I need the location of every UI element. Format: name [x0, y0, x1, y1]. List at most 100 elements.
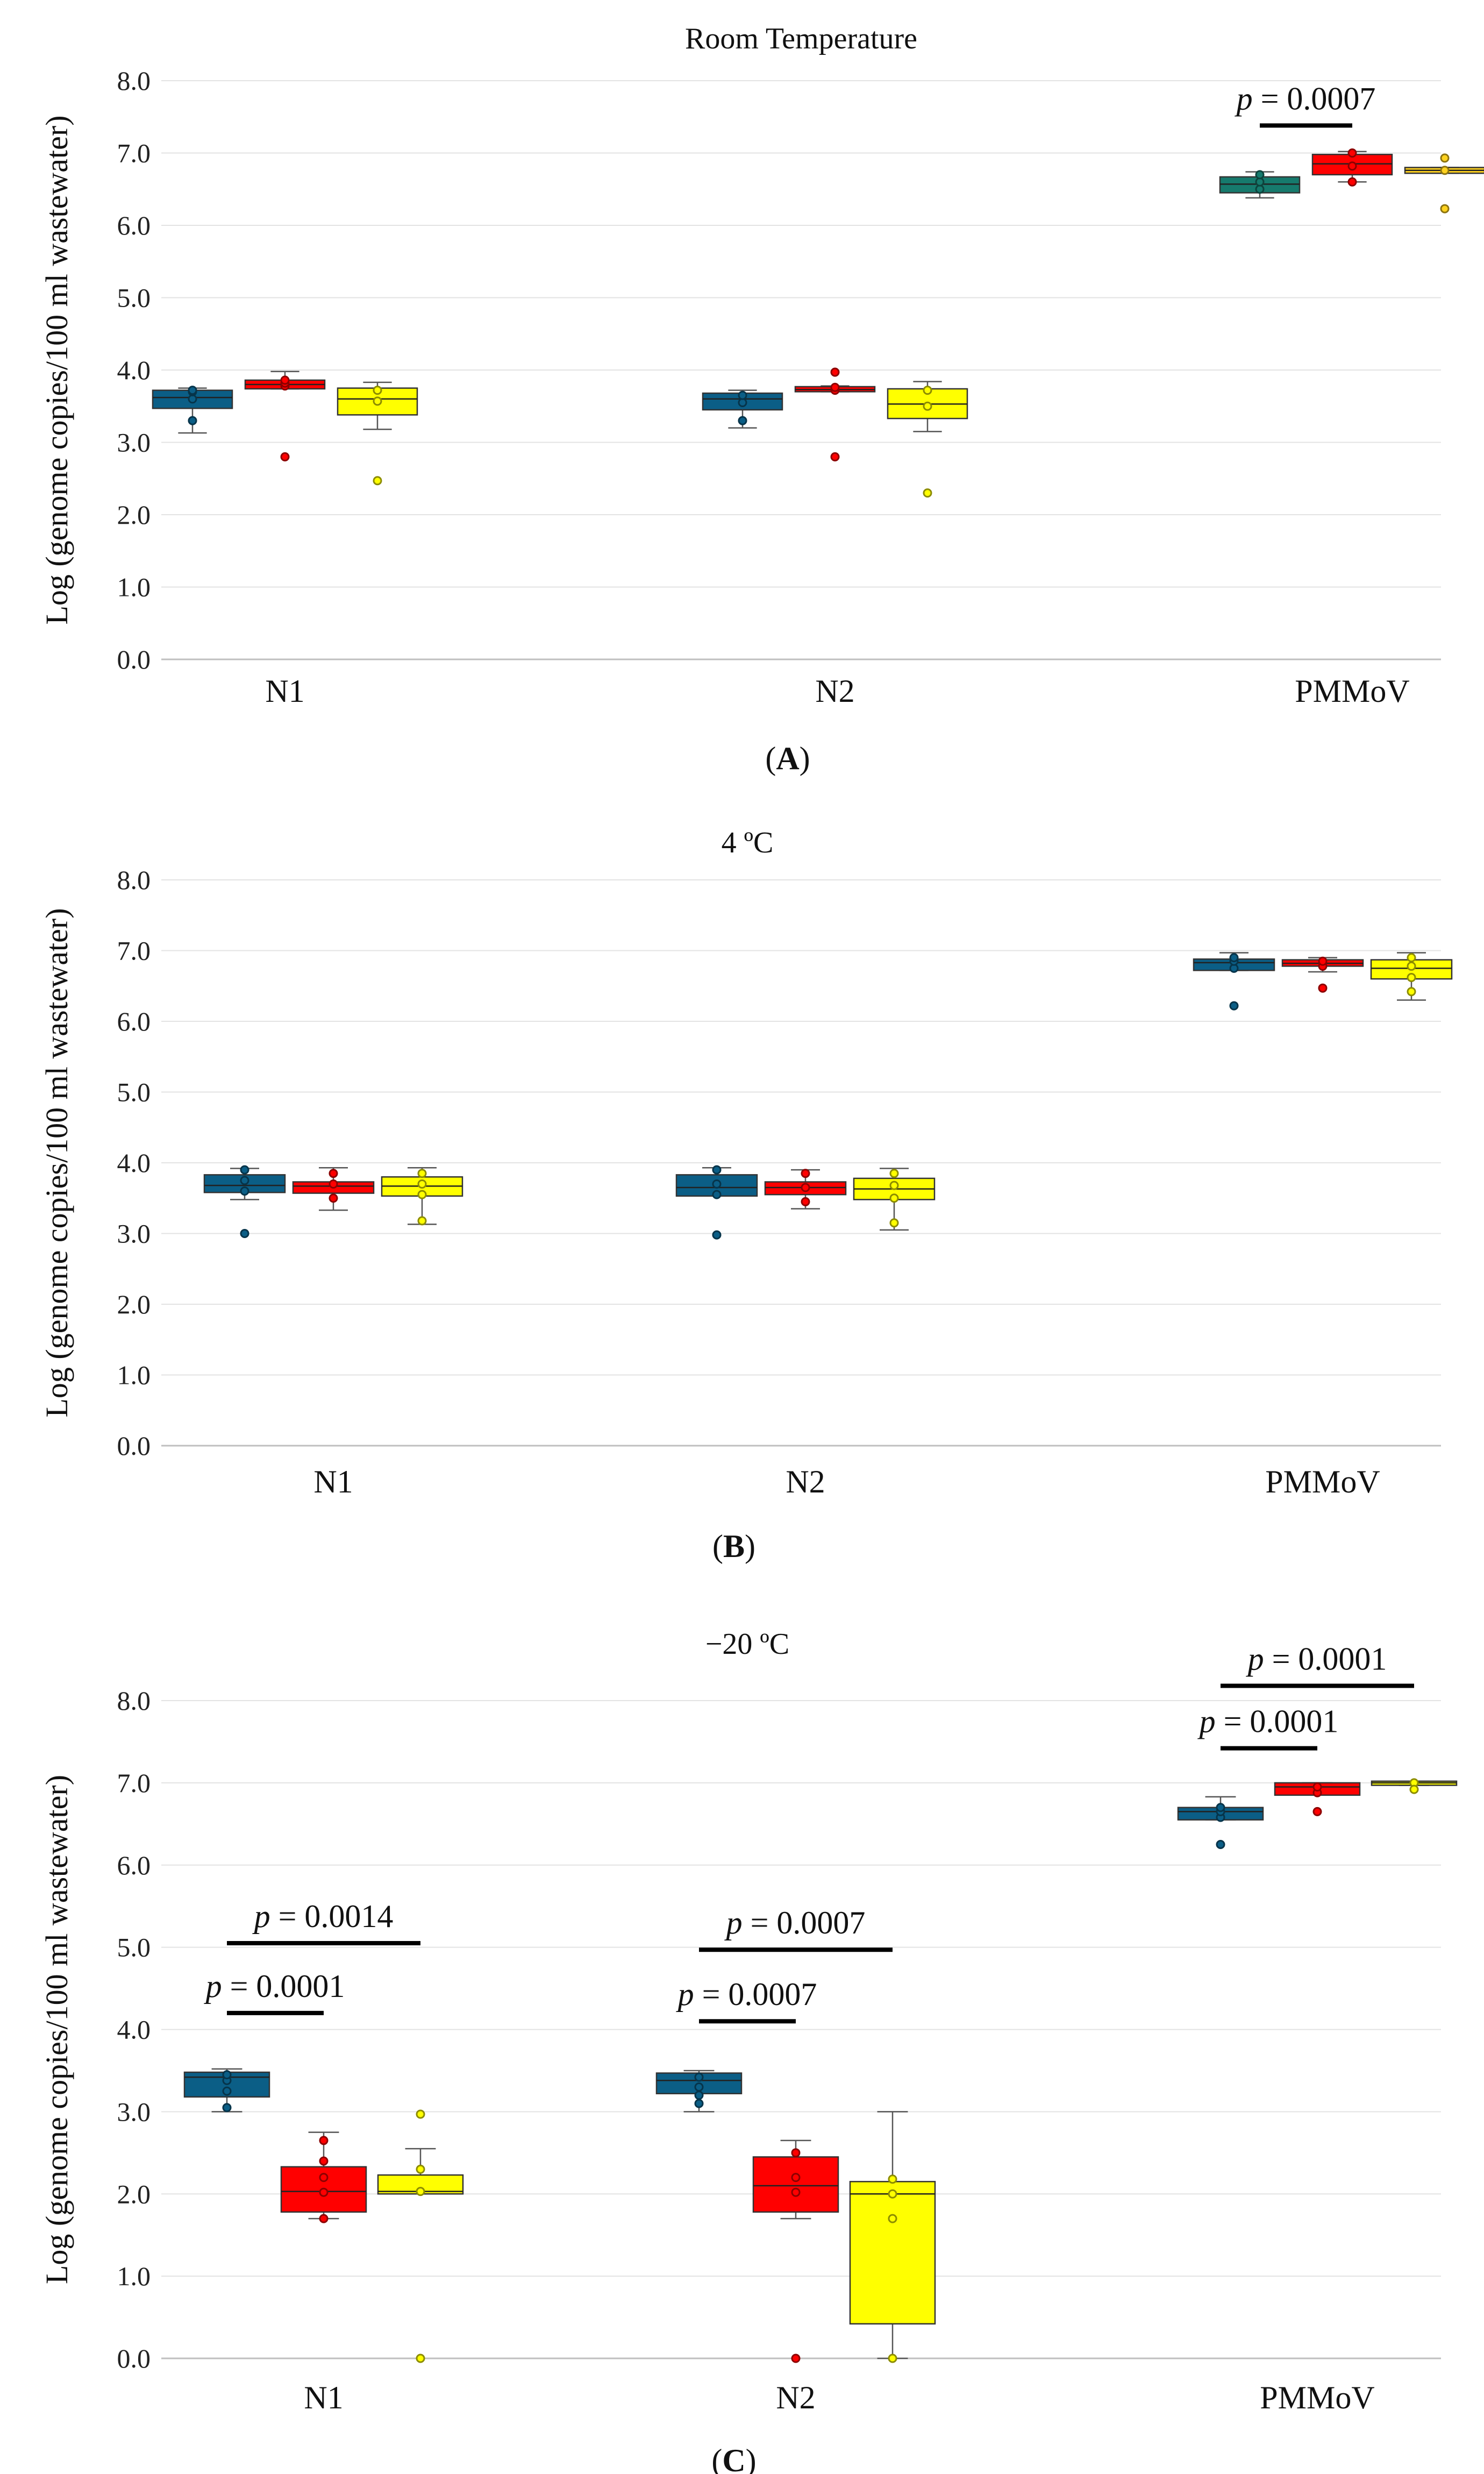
x-category-label: PMMoV — [1260, 2380, 1374, 2415]
y-tick-label: 5.0 — [117, 1932, 151, 1963]
panel-label: (C) — [711, 2443, 756, 2474]
data-point — [801, 1183, 810, 1192]
p-symbol: p — [252, 1899, 270, 1934]
data-point — [694, 2091, 704, 2100]
y-tick-label: 3.0 — [117, 1219, 151, 1249]
data-point — [416, 2187, 425, 2196]
data-point — [888, 2214, 897, 2223]
data-point — [319, 2214, 329, 2223]
outlier-point — [712, 1230, 722, 1240]
box-PMMoV-0 — [1177, 1796, 1264, 1850]
box-PMMoV-0 — [1193, 952, 1275, 1011]
data-point — [373, 396, 382, 406]
y-axis-label: Log (genome copies/100 ml wastewater) — [39, 115, 74, 624]
p-value-text: = 0.0014 — [270, 1899, 394, 1934]
box-N1-1 — [244, 371, 326, 461]
panel-label-close: ) — [745, 1529, 755, 1564]
data-point — [222, 2103, 232, 2113]
data-point — [738, 390, 747, 400]
p-value-text: = 0.0001 — [222, 1968, 345, 2004]
panel-label-close: ) — [800, 741, 810, 776]
y-tick-label: 0.0 — [117, 644, 151, 674]
y-tick-label: 4.0 — [117, 355, 151, 385]
y-tick-label: 6.0 — [117, 210, 151, 240]
data-point — [694, 2072, 704, 2082]
y-tick-label: 5.0 — [117, 1077, 151, 1107]
p-value-text: = 0.0001 — [1264, 1641, 1387, 1676]
p-value-label: p = 0.0001 — [1246, 1641, 1387, 1676]
p-value-label: p = 0.0001 — [1197, 1704, 1339, 1739]
data-point — [1407, 961, 1416, 971]
outlier-point — [791, 2354, 801, 2363]
y-tick-label: 7.0 — [117, 1768, 151, 1798]
data-point — [888, 2174, 897, 2184]
outlier-point — [1216, 1840, 1225, 1850]
y-tick-label: 4.0 — [117, 2015, 151, 2045]
data-point — [889, 1181, 899, 1190]
data-point — [1347, 148, 1357, 158]
data-point — [319, 2187, 329, 2197]
p-value-label: p = 0.0014 — [252, 1899, 394, 1934]
data-point — [188, 386, 197, 395]
p-symbol: p — [724, 1905, 743, 1940]
data-point — [222, 2086, 232, 2096]
data-point — [222, 2070, 232, 2080]
data-point — [1255, 170, 1265, 180]
box-PMMoV-0 — [1219, 170, 1301, 199]
outlier-point — [888, 2354, 897, 2363]
data-point — [1440, 153, 1450, 163]
p-symbol: p — [204, 1968, 222, 2004]
data-point — [889, 1169, 899, 1178]
outlier-point — [1229, 1001, 1239, 1011]
data-point — [1318, 956, 1328, 966]
outlier-point — [416, 2354, 425, 2363]
panel-label-open: ( — [711, 2443, 722, 2474]
data-point — [319, 2136, 329, 2145]
box-PMMoV-2 — [1404, 153, 1484, 214]
data-point — [319, 2173, 329, 2182]
box-N1-0 — [203, 1165, 286, 1238]
box-N2-1 — [752, 2139, 839, 2363]
y-tick-label: 1.0 — [117, 1360, 151, 1390]
data-point — [712, 1165, 722, 1175]
outlier-point — [373, 476, 382, 486]
data-point — [791, 2173, 801, 2182]
chart-title: 4 ºC — [722, 826, 774, 859]
y-axis-label: Log (genome copies/100 ml wastewater) — [39, 1775, 74, 2284]
y-tick-label: 1.0 — [117, 572, 151, 602]
outlier-point — [1440, 204, 1450, 214]
data-point — [1407, 987, 1416, 997]
panel-label-letter: A — [776, 741, 799, 776]
box-PMMoV-1 — [1274, 1782, 1361, 1816]
box-N2-0 — [675, 1165, 758, 1240]
box-N2-1 — [764, 1169, 847, 1210]
outlier-point — [280, 452, 290, 461]
outlier-point — [830, 452, 840, 461]
p-value-text: = 0.0007 — [694, 1977, 817, 2012]
data-point — [738, 398, 747, 408]
y-tick-label: 7.0 — [117, 936, 151, 966]
box-iqr — [752, 2156, 839, 2213]
data-point — [791, 2148, 801, 2158]
p-symbol: p — [676, 1977, 694, 2012]
box-N2-2 — [853, 1168, 936, 1231]
box-N1-2 — [381, 1167, 463, 1226]
data-point — [240, 1186, 249, 1196]
y-tick-label: 3.0 — [117, 428, 151, 458]
p-symbol: p — [1235, 81, 1253, 116]
data-point — [1312, 1782, 1322, 1792]
panel-label-open: ( — [712, 1529, 723, 1564]
panel-label-letter: B — [723, 1529, 745, 1564]
x-category-label: PMMoV — [1295, 673, 1409, 709]
data-point — [417, 1216, 427, 1226]
data-point — [373, 386, 382, 395]
y-tick-label: 0.0 — [117, 1431, 151, 1461]
panel-label-close: ) — [746, 2443, 757, 2474]
data-point — [1229, 953, 1239, 963]
y-tick-label: 3.0 — [117, 2096, 151, 2127]
data-point — [801, 1197, 810, 1206]
y-axis-label: Log (genome copies/100 ml wastewater) — [39, 908, 74, 1417]
y-tick-label: 0.0 — [117, 2343, 151, 2373]
outlier-point — [240, 1229, 249, 1238]
